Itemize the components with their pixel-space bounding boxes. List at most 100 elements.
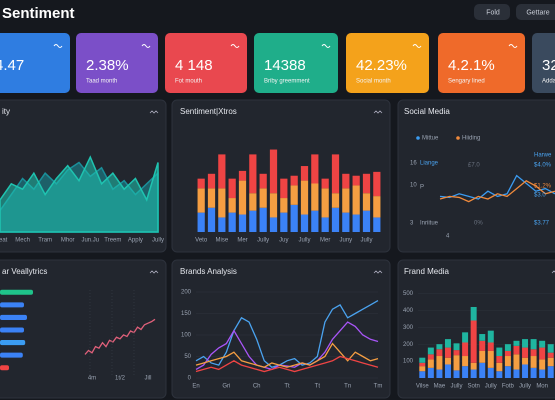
bar-segment [373, 196, 381, 218]
x-tick-label: Jun.Ju [81, 238, 99, 244]
button-label[interactable]: Fold [486, 9, 500, 16]
panel-icon [149, 270, 159, 274]
bar-segment [522, 339, 529, 348]
bar-segment [207, 173, 216, 189]
x-tick-label: Mhor [61, 238, 75, 244]
bar-segment [462, 366, 469, 378]
panel [171, 259, 391, 399]
kpi-value: 32 [542, 57, 555, 74]
panel-title: Sentiment|Xtros [180, 107, 237, 116]
x-tick-label: Tm [374, 384, 383, 390]
kpi-label: Taad month [86, 79, 117, 85]
bar-segment [228, 178, 236, 199]
bar-segment [373, 217, 381, 232]
bar-segment [462, 356, 469, 367]
x-tick-label: Juy [279, 238, 288, 244]
x-tick-label: Jully [485, 384, 497, 390]
kpi-value: 42.23% [356, 57, 407, 74]
bar-segment [419, 357, 426, 363]
bar-segment [547, 352, 554, 358]
bar-segment [479, 350, 486, 363]
panel [0, 259, 167, 399]
x-tick-label: Gri [222, 384, 230, 390]
x-tick-label: Mise [215, 238, 228, 244]
x-tick-label: Mech [15, 238, 30, 244]
bar [0, 340, 26, 346]
bar-segment [331, 207, 340, 232]
annotation: P [420, 185, 424, 191]
line [195, 355, 379, 373]
annotation: $3.0 [534, 193, 546, 199]
x-tick-label: Jill [145, 376, 152, 382]
bar-segment [249, 210, 257, 232]
bar-segment [249, 193, 257, 211]
annotation: $1.2% [534, 184, 552, 190]
kpi-value: 2.38% [86, 57, 129, 74]
bar [0, 365, 9, 371]
button-label[interactable]: Gettare [526, 9, 549, 16]
bar-segment [513, 369, 520, 378]
x-tick-label: Mae [434, 384, 446, 390]
y-tick-label: 300 [403, 325, 414, 331]
bar-segment [352, 214, 360, 232]
bar-segment [218, 154, 226, 189]
bar-segment [342, 188, 350, 213]
bar-segment [530, 367, 537, 378]
bar-segment [453, 343, 460, 351]
bar [0, 289, 33, 295]
bar-segment [207, 188, 216, 208]
bar-segment [238, 180, 247, 215]
x-tick-label: Jully [298, 238, 310, 244]
bar-segment [436, 344, 443, 350]
x-tick-label: En [192, 384, 199, 390]
bar-segment [362, 210, 371, 232]
kpi-value: 4.47 [0, 57, 24, 74]
bar-segment [436, 356, 443, 370]
panel-icon [373, 110, 383, 114]
legend-swatch [456, 136, 460, 140]
kpi-value: 14388 [264, 57, 306, 74]
bar-segment [504, 356, 511, 367]
y-tick-label: 100 [181, 333, 192, 339]
bar-segment [479, 340, 486, 351]
panel-icon [551, 270, 555, 274]
y-tick-label: 150 [181, 311, 192, 317]
kpi-icon [53, 44, 63, 48]
x-tick-label: Vilse [416, 384, 430, 390]
bar-segment [444, 364, 451, 378]
annotation: $4.0% [534, 163, 552, 169]
legend-swatch [416, 136, 420, 140]
line [439, 174, 555, 200]
bar-segment [522, 347, 529, 358]
bar-segment [479, 334, 486, 341]
annotation: 3 [410, 221, 414, 227]
gettare-button[interactable] [516, 4, 555, 20]
bar-segment [504, 344, 511, 351]
bar-segment [453, 370, 460, 378]
bar-segment [496, 362, 503, 372]
bar-segment [311, 210, 319, 232]
bar-segment [479, 362, 486, 378]
line [195, 342, 379, 368]
bar-segment [311, 154, 319, 184]
bar-segment [280, 212, 288, 232]
bar-segment [238, 170, 247, 181]
bar-segment [487, 367, 494, 378]
bar-segment [373, 171, 381, 197]
kpi-card [254, 33, 338, 93]
bar-segment [453, 355, 460, 371]
kpi-icon [508, 44, 518, 48]
bar-segment [331, 154, 340, 194]
fold-button[interactable] [474, 4, 510, 20]
panel-icon [373, 270, 383, 274]
bar-segment [290, 175, 298, 186]
bar-segment [444, 339, 451, 348]
x-tick-label: Tt [315, 384, 321, 390]
line [84, 318, 156, 355]
kpi-label: Briby greemment [264, 79, 310, 85]
line [439, 180, 555, 203]
x-tick-label: 4m [88, 376, 96, 382]
bar-segment [487, 350, 494, 368]
bar-segment [331, 193, 340, 208]
bar-segment [530, 356, 537, 368]
